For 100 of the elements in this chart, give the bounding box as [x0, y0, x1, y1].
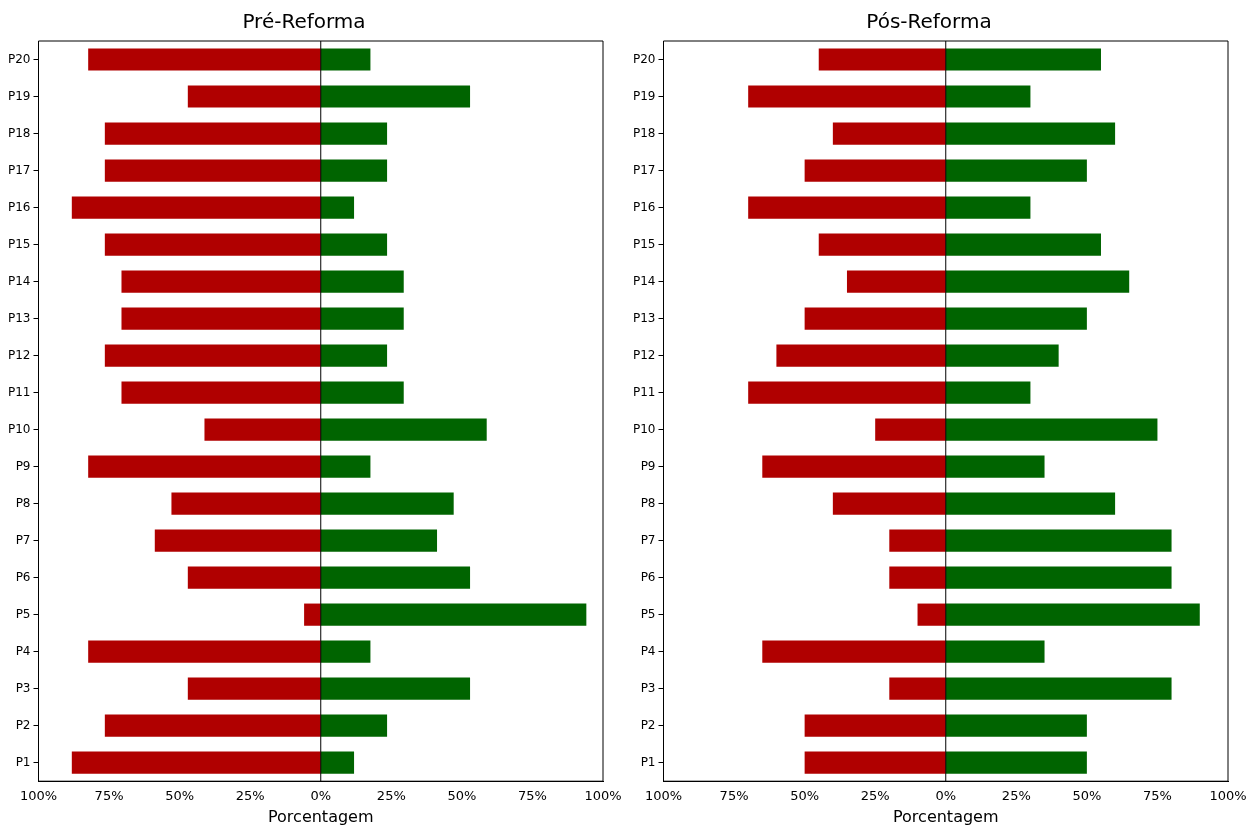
- x-tick-label: 75%: [719, 788, 749, 804]
- bar: [945, 603, 1200, 626]
- bar: [945, 566, 1172, 589]
- bar: [121, 270, 321, 293]
- y-tick-label: P16: [7, 199, 31, 214]
- bar: [187, 677, 321, 700]
- bar: [945, 307, 1087, 330]
- bar: [320, 270, 404, 293]
- bar: [832, 492, 946, 515]
- bar: [320, 603, 587, 626]
- y-tick-label: P9: [640, 458, 656, 473]
- y-tick-label: P3: [640, 680, 656, 695]
- y-tick-label: P17: [632, 162, 656, 177]
- x-tick-label: 0%: [310, 788, 332, 804]
- chart-title: Pré-Reforma: [242, 9, 366, 34]
- x-tick-label: 75%: [1142, 788, 1172, 804]
- bar: [104, 233, 321, 256]
- y-tick-label: P11: [632, 384, 656, 399]
- bar: [945, 751, 1087, 774]
- bar: [104, 122, 321, 145]
- y-tick-label: P7: [15, 532, 31, 547]
- bar: [804, 307, 946, 330]
- bar: [71, 196, 321, 219]
- y-tick-label: P12: [7, 347, 31, 362]
- bar: [71, 751, 321, 774]
- y-tick-label: P1: [15, 754, 31, 769]
- bar: [945, 196, 1031, 219]
- chart-title: Pós-Reforma: [866, 9, 992, 34]
- y-tick-label: P14: [632, 273, 656, 288]
- bar: [320, 381, 404, 404]
- y-tick-label: P10: [7, 421, 31, 436]
- x-tick-label: 100%: [1209, 788, 1247, 804]
- bar: [320, 159, 388, 182]
- y-tick-label: P5: [15, 606, 31, 621]
- bar: [818, 48, 946, 71]
- bar: [945, 233, 1101, 256]
- bar: [171, 492, 321, 515]
- bar: [762, 455, 946, 478]
- y-tick-label: P18: [632, 125, 656, 140]
- x-tick-label: 50%: [1072, 788, 1102, 804]
- y-tick-label: P10: [632, 421, 656, 436]
- bar: [320, 455, 371, 478]
- x-tick-label: 50%: [447, 788, 477, 804]
- y-tick-label: P15: [7, 236, 31, 251]
- bar: [121, 307, 321, 330]
- bar: [846, 270, 946, 293]
- bar: [945, 492, 1116, 515]
- x-tick-label: 25%: [860, 788, 890, 804]
- y-tick-label: P12: [632, 347, 656, 362]
- bar: [88, 48, 321, 71]
- bar: [945, 122, 1116, 145]
- x-tick-label: 100%: [644, 788, 683, 804]
- y-tick-label: P2: [15, 717, 31, 732]
- y-tick-label: P11: [7, 384, 31, 399]
- bar: [320, 307, 404, 330]
- bar: [889, 529, 946, 552]
- y-tick-label: P16: [632, 199, 656, 214]
- bar: [917, 603, 946, 626]
- bar: [945, 418, 1158, 441]
- bar: [804, 159, 946, 182]
- y-tick-label: P8: [640, 495, 656, 510]
- x-tick-label: 25%: [235, 788, 265, 804]
- x-tick-label: 25%: [376, 788, 406, 804]
- y-tick-label: P18: [7, 125, 31, 140]
- bar: [945, 455, 1045, 478]
- bar: [748, 196, 946, 219]
- bar: [88, 640, 321, 663]
- y-tick-label: P2: [640, 717, 656, 732]
- y-tick-label: P13: [7, 310, 31, 325]
- bar: [121, 381, 321, 404]
- bar: [304, 603, 321, 626]
- bar: [889, 566, 946, 589]
- bar: [748, 381, 946, 404]
- bar: [945, 344, 1059, 367]
- bar: [945, 640, 1045, 663]
- bar: [320, 122, 388, 145]
- x-tick-label: 25%: [1001, 788, 1031, 804]
- y-tick-label: P3: [15, 680, 31, 695]
- bar: [889, 677, 946, 700]
- y-tick-label: P1: [640, 754, 656, 769]
- bar: [320, 640, 371, 663]
- bar: [88, 455, 321, 478]
- y-tick-label: P19: [632, 88, 656, 103]
- bar: [320, 418, 487, 441]
- bar: [776, 344, 946, 367]
- bar: [320, 751, 355, 774]
- x-axis-title: Porcentagem: [892, 806, 999, 826]
- bar: [804, 714, 946, 737]
- bar: [320, 714, 388, 737]
- bar: [320, 677, 471, 700]
- y-tick-label: P6: [640, 569, 656, 584]
- y-tick-label: P4: [640, 643, 656, 658]
- bar: [945, 159, 1087, 182]
- x-tick-label: 100%: [19, 788, 58, 804]
- x-axis-title: Porcentagem: [267, 806, 374, 826]
- bar: [945, 381, 1031, 404]
- bar: [945, 48, 1101, 71]
- x-tick-label: 50%: [165, 788, 195, 804]
- bar: [762, 640, 946, 663]
- y-tick-label: P17: [7, 162, 31, 177]
